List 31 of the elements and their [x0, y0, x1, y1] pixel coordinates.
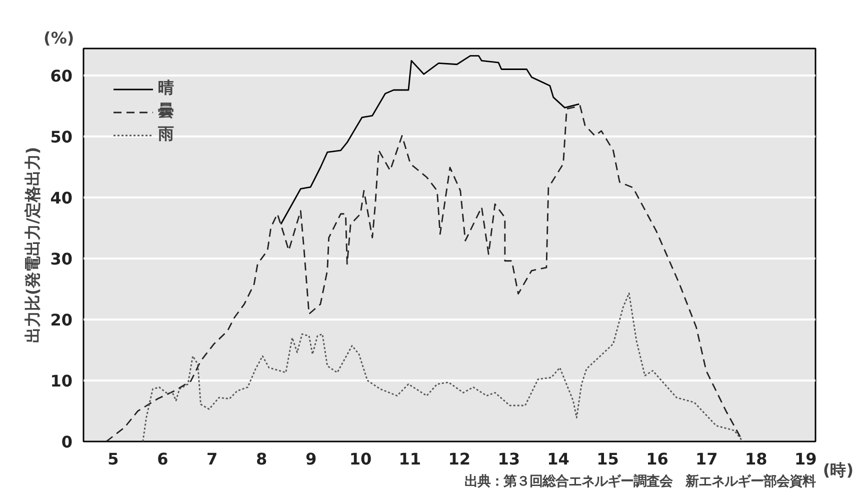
- y-tick-label: 40: [50, 188, 72, 208]
- y-tick-label: 20: [50, 310, 72, 330]
- y-tick-label: 10: [50, 371, 72, 390]
- x-tick-label: 17: [696, 450, 718, 468]
- x-tick-label: 13: [498, 450, 520, 468]
- text: (時): [822, 460, 854, 480]
- x-tick-label: 16: [646, 450, 668, 468]
- x-tick-label: 7: [206, 450, 218, 468]
- x-tick-label: 11: [398, 450, 422, 468]
- source-note: 出典：第３回総合エネルギー調査会 新エネルギー部会資料: [464, 474, 816, 490]
- y-tick-label: 60: [50, 66, 72, 86]
- y-tick-label: 30: [50, 249, 72, 268]
- legend-label: 曇: [158, 101, 175, 122]
- x-tick-label: 10: [349, 450, 372, 468]
- line-series: [142, 292, 744, 442]
- x-tick-label: 18: [745, 450, 768, 468]
- line-series: [280, 55, 580, 225]
- legend-label: 雨: [158, 124, 175, 145]
- x-tick-label: 15: [596, 450, 619, 468]
- x-tick-label: 19: [794, 450, 817, 468]
- x-tick-label: 9: [305, 450, 317, 468]
- x-tick-label: 14: [547, 450, 570, 468]
- x-tick-label: 12: [448, 450, 471, 468]
- x-tick-label: 5: [108, 450, 119, 468]
- x-tick-label: 6: [157, 450, 168, 468]
- text: (%): [44, 28, 74, 48]
- x-tick-label: 8: [256, 450, 268, 468]
- y-tick-label: 50: [50, 127, 72, 146]
- y-tick-label: 0: [61, 432, 73, 452]
- y-axis-title: 出力比(発電出力/定格出力): [23, 146, 42, 344]
- legend-label: 晴: [158, 78, 175, 99]
